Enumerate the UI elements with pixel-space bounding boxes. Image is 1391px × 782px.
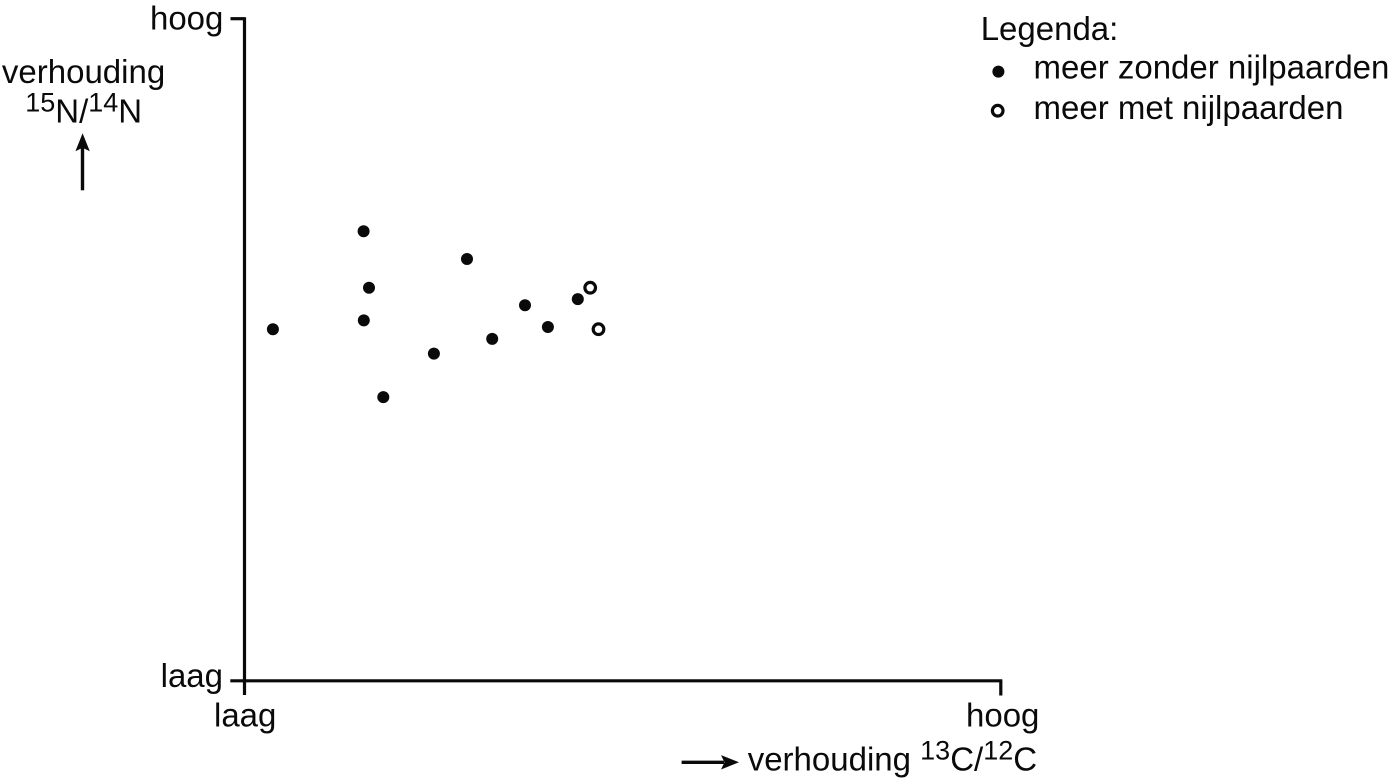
svg-text:15N/14N: 15N/14N bbox=[25, 88, 142, 130]
svg-text:meer met nijlpaarden: meer met nijlpaarden bbox=[1034, 89, 1344, 126]
svg-text:laag: laag bbox=[161, 657, 223, 694]
svg-text:verhouding 13C/12C: verhouding 13C/12C bbox=[748, 736, 1037, 778]
svg-text:hoog: hoog bbox=[150, 0, 223, 36]
svg-text:laag: laag bbox=[214, 697, 276, 734]
svg-text:hoog: hoog bbox=[966, 697, 1039, 734]
svg-text:verhouding: verhouding bbox=[2, 53, 165, 90]
svg-text:Legenda:: Legenda: bbox=[981, 10, 1119, 47]
svg-text:meer zonder nijlpaarden: meer zonder nijlpaarden bbox=[1034, 48, 1390, 85]
